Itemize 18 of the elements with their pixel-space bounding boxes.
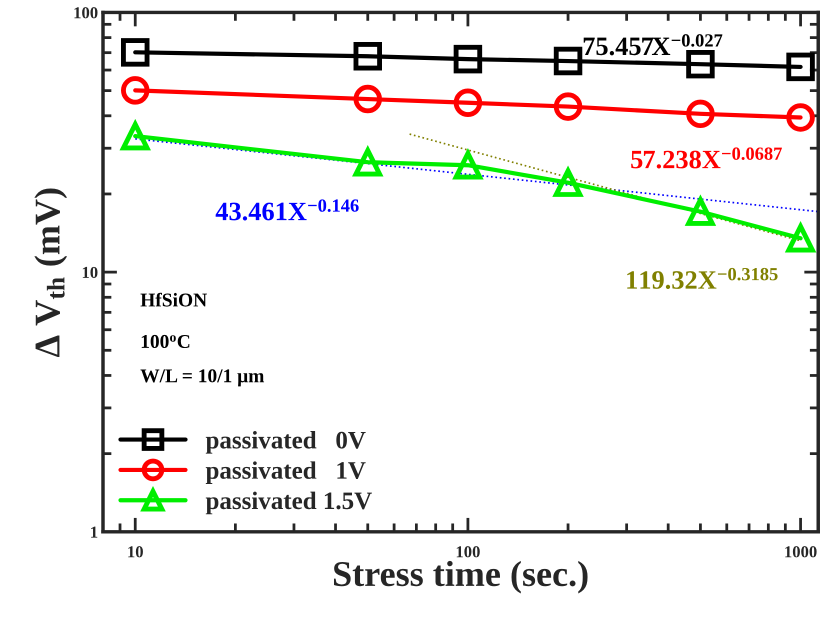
- x-axis-title: Stress time (sec.): [334, 560, 588, 594]
- y-tick-label: 10: [82, 266, 98, 278]
- annotation: 43.461X$^{−0.146}$: [216, 199, 359, 220]
- y-axis-title: Δ V$_{th}$ (mV): [34, 188, 68, 358]
- x-tick-label: 1000: [785, 546, 817, 558]
- annotation: 100$^{o}$C: [142, 334, 190, 348]
- annotation: W/L = 10/1 μm: [140, 369, 264, 386]
- legend-label: passivated 0V: [206, 430, 366, 454]
- legend-label: passivated 1V: [206, 461, 366, 484]
- annotation: HfSiON: [140, 292, 207, 307]
- x-tick-label: 10: [128, 546, 143, 558]
- annotation: 75.457X$^{−0.027}$: [584, 34, 722, 56]
- x-tick-label: 100: [456, 546, 480, 558]
- annotation: 57.238X$^{−0.0687}$: [631, 147, 782, 169]
- legend-label: passivated 1.5V: [206, 492, 372, 514]
- annotation: 119.32X$^{−0.3185}$: [627, 268, 778, 290]
- y-tick-label: 1: [91, 526, 98, 538]
- y-tick-label: 100: [74, 7, 98, 18]
